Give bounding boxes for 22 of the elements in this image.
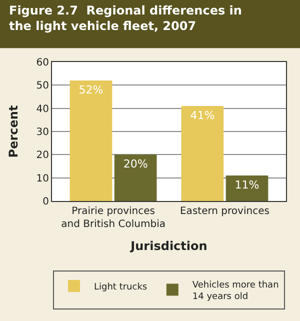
bar (70, 80, 112, 201)
data-label: 11% (234, 178, 260, 192)
y-tick-label: 20 (36, 150, 49, 162)
y-tick-label: 10 (36, 173, 49, 184)
bar (114, 154, 157, 201)
y-axis-title: Percent (6, 105, 21, 158)
x-tick-label: Eastern provinces (180, 206, 270, 217)
data-label: 52% (78, 84, 104, 97)
data-label: 41% (190, 109, 215, 122)
chart-title: Figure 2.7 Regional differences in the light vehicle fleet, 2007 (9, 3, 242, 34)
y-tick-label: 30 (36, 127, 49, 138)
legend-label: Light trucks (94, 282, 148, 293)
bar (226, 176, 268, 201)
y-tick-label: 60 (36, 58, 49, 68)
y-tick-label: 50 (36, 80, 49, 92)
y-tick-label: 0 (42, 196, 49, 208)
x-tick-label: Prairie provinces and British Columbia (61, 206, 166, 230)
x-axis-title: Jurisdiction (130, 238, 208, 253)
bar (181, 106, 224, 201)
legend-label: Vehicles more than 14 years old (192, 280, 279, 302)
data-label: 20% (123, 158, 148, 171)
y-tick-label: 40 (36, 104, 49, 115)
